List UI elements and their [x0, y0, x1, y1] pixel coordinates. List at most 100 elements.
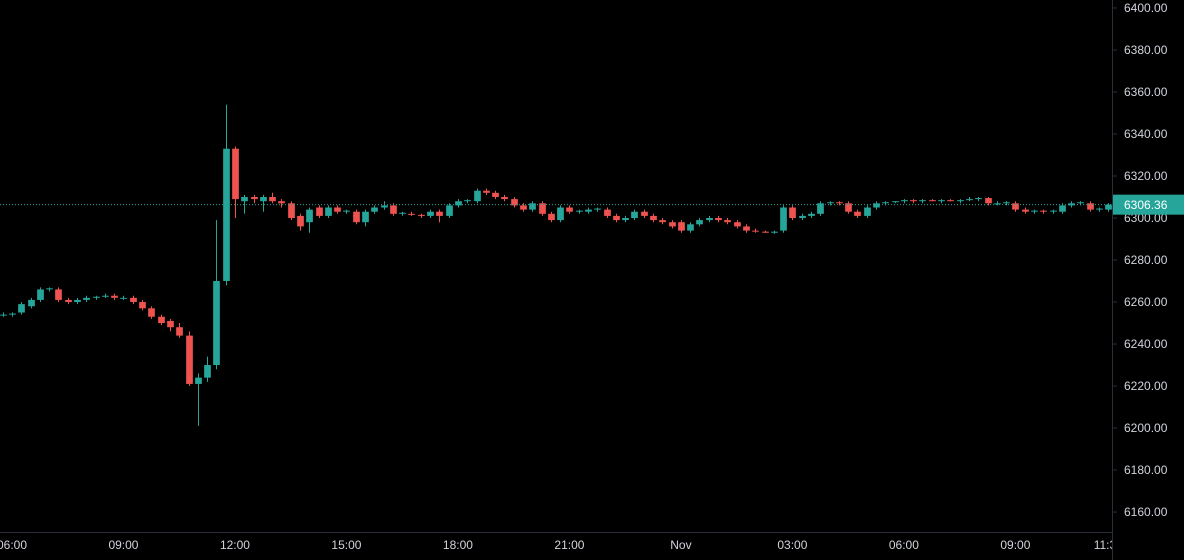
- x-tick-label: 03:00: [777, 538, 807, 552]
- y-tick-label: 6340.00: [1124, 127, 1168, 141]
- candle-body: [278, 201, 285, 204]
- candle-body: [854, 211, 861, 216]
- candle-body: [223, 148, 230, 282]
- candle-body: [9, 313, 16, 315]
- candle-body: [966, 199, 973, 201]
- candle-body: [734, 222, 741, 227]
- candle-body: [1096, 208, 1103, 210]
- candle-body: [622, 218, 629, 221]
- candle-body: [130, 297, 137, 303]
- candle-body: [418, 214, 425, 216]
- candle-body: [1087, 203, 1094, 210]
- candle-body: [213, 281, 220, 366]
- candle-body: [1031, 210, 1038, 212]
- y-tick-label: 6360.00: [1124, 85, 1168, 99]
- x-tick-label: 09:00: [1000, 538, 1030, 552]
- candle-body: [251, 197, 258, 200]
- plot-area: [0, 104, 1112, 426]
- candle-body: [111, 295, 118, 298]
- candle-body: [501, 197, 508, 200]
- candle-body: [390, 205, 397, 214]
- candle-body: [83, 297, 90, 300]
- candle-body: [511, 199, 518, 206]
- candle-body: [520, 205, 527, 210]
- y-tick-label: 6280.00: [1124, 253, 1168, 267]
- candle-body: [947, 200, 954, 202]
- candle-body: [1012, 203, 1019, 210]
- candle-body: [232, 148, 239, 200]
- candle-body: [724, 220, 731, 223]
- candle-body: [436, 211, 443, 216]
- candle-body: [892, 201, 899, 203]
- candle-body: [241, 197, 248, 202]
- candle-body: [1003, 202, 1010, 204]
- candle-body: [539, 203, 546, 214]
- x-tick-label: 18:00: [443, 538, 473, 552]
- candle-body: [613, 215, 620, 221]
- candle-body: [631, 211, 638, 219]
- candle-body: [120, 297, 127, 299]
- candle-body: [566, 207, 573, 212]
- candle-body: [1022, 209, 1029, 212]
- candle-body: [55, 289, 62, 300]
- candle-body: [659, 220, 666, 223]
- candle-body: [288, 203, 295, 219]
- candle-body: [474, 190, 481, 202]
- candle-body: [334, 207, 341, 212]
- x-tick-label: 06:00: [889, 538, 919, 552]
- candle-body: [381, 205, 388, 208]
- candle-body: [93, 296, 100, 298]
- candle-body: [316, 207, 323, 216]
- candle-body: [827, 202, 834, 204]
- candle-body: [28, 299, 35, 307]
- candle-body: [176, 327, 183, 336]
- candle-body: [669, 222, 676, 227]
- candle-body: [399, 212, 406, 214]
- candle-body: [204, 365, 211, 378]
- candle-body: [74, 299, 81, 303]
- candle-body: [873, 203, 880, 208]
- candle-body: [696, 220, 703, 225]
- candle-body: [817, 203, 824, 214]
- y-tick-label: 6260.00: [1124, 295, 1168, 309]
- x-tick-label: 15:00: [331, 538, 361, 552]
- candle-body: [641, 211, 648, 216]
- y-tick-label: 6300.00: [1124, 211, 1168, 225]
- candle-body: [715, 218, 722, 221]
- candle-body: [650, 215, 657, 221]
- candle-body: [929, 200, 936, 202]
- candle-body: [882, 202, 889, 204]
- candle-body: [985, 198, 992, 204]
- price-axis-panel: [1112, 0, 1184, 560]
- candle-body: [0, 314, 7, 316]
- candle-body: [604, 209, 611, 216]
- last-price-label: 6306.36: [1124, 198, 1168, 212]
- candle-body: [371, 207, 378, 212]
- candle-body: [353, 211, 360, 223]
- x-tick-label: 21:00: [554, 538, 584, 552]
- candle-body: [743, 226, 750, 231]
- candle-body: [483, 190, 490, 193]
- candle-body: [901, 200, 908, 202]
- candle-body: [771, 231, 778, 233]
- candle-body: [362, 211, 369, 223]
- x-tick-label: 09:00: [108, 538, 138, 552]
- candle-body: [706, 218, 713, 221]
- candle-body: [576, 210, 583, 212]
- y-tick-label: 6380.00: [1124, 43, 1168, 57]
- candle-body: [343, 210, 350, 212]
- y-tick-label: 6400.00: [1124, 1, 1168, 15]
- y-tick-label: 6220.00: [1124, 379, 1168, 393]
- candle-body: [102, 295, 109, 297]
- candle-body: [864, 207, 871, 216]
- candle-body: [1077, 202, 1084, 204]
- candle-body: [678, 222, 685, 231]
- candle-body: [1105, 204, 1112, 210]
- candle-body: [455, 201, 462, 206]
- candle-body: [167, 320, 174, 328]
- candle-body: [557, 207, 564, 221]
- candle-body: [18, 304, 25, 313]
- candle-body: [195, 377, 202, 384]
- candle-body: [687, 224, 694, 231]
